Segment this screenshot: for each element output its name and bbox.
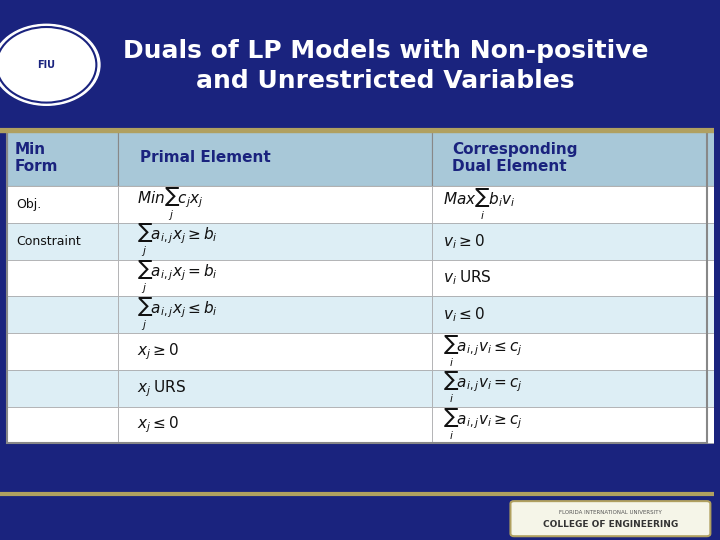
Text: $v_i \leq 0$: $v_i \leq 0$ xyxy=(444,306,485,324)
Text: $x_j \leq 0$: $x_j \leq 0$ xyxy=(137,415,179,435)
FancyBboxPatch shape xyxy=(432,186,720,223)
FancyBboxPatch shape xyxy=(7,407,118,443)
Text: $x_j \geq 0$: $x_j \geq 0$ xyxy=(137,341,179,362)
Text: Constraint: Constraint xyxy=(16,235,81,248)
Text: Primal Element: Primal Element xyxy=(140,151,271,165)
FancyBboxPatch shape xyxy=(118,296,432,333)
Text: $v_i \; \mathrm{URS}$: $v_i \; \mathrm{URS}$ xyxy=(444,269,492,287)
FancyBboxPatch shape xyxy=(7,130,118,186)
FancyBboxPatch shape xyxy=(118,130,432,186)
FancyBboxPatch shape xyxy=(432,407,720,443)
Text: $\sum_i a_{i,j} v_i = c_j$: $\sum_i a_{i,j} v_i = c_j$ xyxy=(444,371,523,406)
Text: $v_i \geq 0$: $v_i \geq 0$ xyxy=(444,232,485,251)
FancyBboxPatch shape xyxy=(118,223,432,260)
Text: $\sum_i a_{i,j} v_i \leq c_j$: $\sum_i a_{i,j} v_i \leq c_j$ xyxy=(444,334,523,369)
FancyBboxPatch shape xyxy=(432,130,720,186)
Text: Corresponding
Dual Element: Corresponding Dual Element xyxy=(452,141,577,174)
FancyBboxPatch shape xyxy=(0,0,714,130)
FancyBboxPatch shape xyxy=(118,260,432,296)
FancyBboxPatch shape xyxy=(0,494,714,540)
FancyBboxPatch shape xyxy=(118,407,432,443)
FancyBboxPatch shape xyxy=(118,370,432,407)
FancyBboxPatch shape xyxy=(432,333,720,370)
Text: $\sum_i a_{i,j} v_i \geq c_j$: $\sum_i a_{i,j} v_i \geq c_j$ xyxy=(444,408,523,442)
Text: $Max \sum_i b_i v_i$: $Max \sum_i b_i v_i$ xyxy=(444,187,516,222)
FancyBboxPatch shape xyxy=(118,186,432,223)
Text: COLLEGE OF ENGINEERING: COLLEGE OF ENGINEERING xyxy=(543,520,678,529)
Text: $\sum_j a_{i,j} x_j \geq b_i$: $\sum_j a_{i,j} x_j \geq b_i$ xyxy=(137,224,217,259)
FancyBboxPatch shape xyxy=(432,370,720,407)
FancyBboxPatch shape xyxy=(7,333,118,370)
Text: FLORIDA INTERNATIONAL UNIVERSITY: FLORIDA INTERNATIONAL UNIVERSITY xyxy=(559,510,662,515)
Text: $Min \sum_j c_j x_j$: $Min \sum_j c_j x_j$ xyxy=(137,187,203,222)
Text: Min
Form: Min Form xyxy=(15,141,58,174)
FancyBboxPatch shape xyxy=(432,223,720,260)
Text: $\sum_j a_{i,j} x_j = b_i$: $\sum_j a_{i,j} x_j = b_i$ xyxy=(137,260,217,296)
FancyBboxPatch shape xyxy=(118,333,432,370)
Text: Obj.: Obj. xyxy=(16,198,41,211)
Text: $x_j \; \mathrm{URS}$: $x_j \; \mathrm{URS}$ xyxy=(137,378,186,399)
Text: $\sum_j a_{i,j} x_j \leq b_i$: $\sum_j a_{i,j} x_j \leq b_i$ xyxy=(137,297,217,333)
Text: and Unrestricted Variables: and Unrestricted Variables xyxy=(197,69,575,93)
FancyBboxPatch shape xyxy=(510,501,711,536)
FancyBboxPatch shape xyxy=(7,296,118,333)
FancyBboxPatch shape xyxy=(7,223,118,260)
Text: FIU: FIU xyxy=(37,60,55,70)
FancyBboxPatch shape xyxy=(7,186,118,223)
FancyBboxPatch shape xyxy=(7,260,118,296)
FancyBboxPatch shape xyxy=(7,370,118,407)
Text: Duals of LP Models with Non-positive: Duals of LP Models with Non-positive xyxy=(123,39,648,63)
FancyBboxPatch shape xyxy=(432,296,720,333)
Circle shape xyxy=(0,24,100,105)
FancyBboxPatch shape xyxy=(432,260,720,296)
